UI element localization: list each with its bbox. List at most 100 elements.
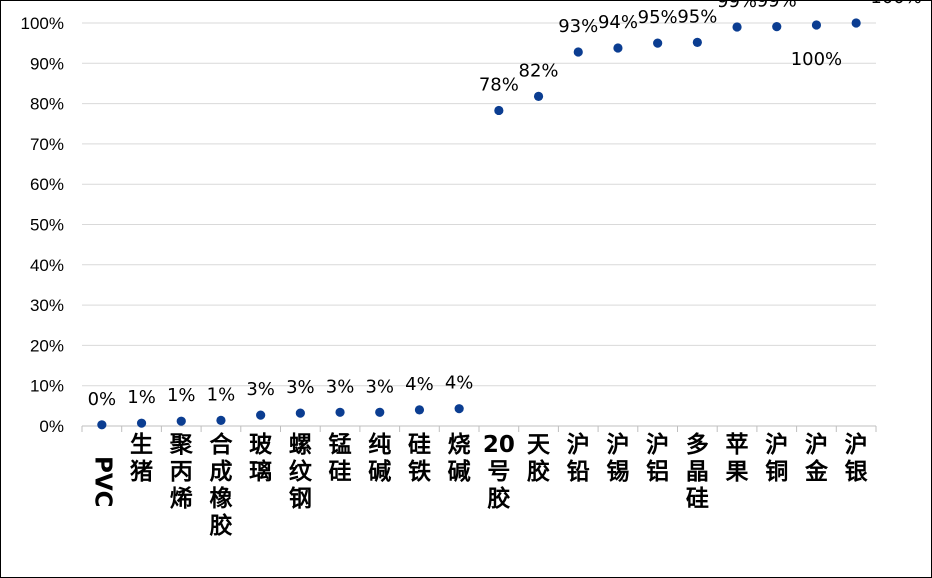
category-label-char: 晶 <box>686 459 709 485</box>
category-label-char: 沪 <box>765 431 788 458</box>
data-point <box>573 47 583 57</box>
data-point <box>97 420 107 430</box>
data-point <box>772 22 782 32</box>
category-label-text: 锰硅 <box>329 431 352 485</box>
data-point <box>136 418 147 428</box>
category-label-text: 玻璃 <box>249 432 273 485</box>
category-label-text: 沪银 <box>845 431 869 485</box>
data-point <box>533 91 544 101</box>
data-label: 0% <box>88 389 117 410</box>
category-label-text: 沪铝 <box>646 431 669 485</box>
data-label: 1% <box>167 385 196 406</box>
category-label-char: 铅 <box>567 458 590 485</box>
category-label: 螺纹钢 <box>289 432 313 512</box>
data-point <box>256 410 266 420</box>
category-label-char: 璃 <box>249 458 272 485</box>
category-label-char: 号 <box>487 459 510 485</box>
category-label: 沪铝 <box>646 431 669 485</box>
category-label: 沪锡 <box>606 431 629 485</box>
category-label-char: 合 <box>209 431 233 458</box>
category-label-char: 胶 <box>209 512 232 539</box>
data-label: 3% <box>246 379 275 400</box>
data-label: 3% <box>326 376 355 397</box>
category-label-char: 碱 <box>448 458 471 485</box>
category-label: 硅铁 <box>408 432 431 485</box>
category-label-char: 天 <box>527 432 551 458</box>
category-label-char: 丙 <box>170 459 193 485</box>
data-label: 100% <box>870 0 921 8</box>
category-label: 沪银 <box>845 431 869 485</box>
category-label: 玻璃 <box>249 432 273 485</box>
category-label-char: 锰 <box>329 431 352 458</box>
category-label-char: 铜 <box>765 458 788 485</box>
category-label-text: 螺纹钢 <box>289 432 313 512</box>
category-label: 沪铜 <box>765 431 788 485</box>
category-label-char: 胶 <box>527 458 550 485</box>
category-label-char: 聚 <box>169 432 194 458</box>
data-point <box>454 404 464 414</box>
data-label: 95% <box>638 7 678 28</box>
x-axis <box>81 425 877 432</box>
data-point <box>811 20 822 30</box>
category-label: 烧碱 <box>448 432 471 485</box>
data-points <box>97 18 861 430</box>
category-label: 多晶硅 <box>686 431 709 512</box>
category-label-text: PVC <box>89 456 115 508</box>
y-tick-label: 40% <box>30 256 64 275</box>
category-label-char: 沪 <box>845 431 868 458</box>
category-label-char: 锡 <box>606 459 629 485</box>
category-label: 天胶 <box>527 432 551 485</box>
data-label: 94% <box>598 12 638 33</box>
category-label-text: 苹果 <box>726 432 749 485</box>
category-label: PVC <box>89 456 115 508</box>
category-label: 聚丙烯 <box>169 432 194 512</box>
y-tick-label: 60% <box>30 175 64 194</box>
data-point <box>613 43 623 53</box>
gridlines <box>82 22 876 387</box>
category-label: 纯碱 <box>368 431 391 485</box>
category-label-char: 铁 <box>408 459 431 485</box>
category-label-text: 20 号胶 <box>483 432 515 512</box>
data-label: 82% <box>519 60 559 81</box>
category-label: 生猪 <box>130 432 153 485</box>
category-label-text: 沪铜 <box>765 431 788 485</box>
category-label-text: 聚丙烯 <box>169 432 194 512</box>
data-label: 1% <box>207 384 236 405</box>
data-label: 95% <box>677 6 717 27</box>
category-label-char: 胶 <box>487 485 510 512</box>
y-tick-label: 50% <box>30 216 64 235</box>
category-label-char: 螺 <box>289 432 312 458</box>
category-label-text: 烧碱 <box>448 432 471 485</box>
category-label-char: 20 <box>483 432 515 458</box>
category-label-text: 沪金 <box>804 431 829 485</box>
category-label: 合成橡胶 <box>209 431 233 539</box>
data-label: 93% <box>558 16 598 37</box>
category-label-text: 沪锡 <box>606 431 629 485</box>
category-label-char: 烯 <box>170 485 193 512</box>
category-label-char: 生 <box>130 432 153 458</box>
category-label-char: 硅 <box>408 432 431 458</box>
category-label-text: 合成橡胶 <box>209 431 233 539</box>
category-label-char: 金 <box>804 458 829 485</box>
data-label: 3% <box>365 376 394 397</box>
category-label-char: 银 <box>845 458 869 485</box>
data-point <box>375 407 385 417</box>
data-label: 4% <box>405 374 434 395</box>
data-point <box>494 105 504 116</box>
category-label-char: 橡 <box>209 485 232 512</box>
data-point <box>216 415 226 425</box>
y-tick-label: 30% <box>30 296 64 315</box>
category-label-char: 硅 <box>686 486 709 512</box>
data-point <box>851 18 861 28</box>
category-label-char: 沪 <box>805 431 828 458</box>
y-tick-label: 80% <box>30 95 64 114</box>
data-point <box>414 405 425 415</box>
data-label: 78% <box>479 74 519 95</box>
data-labels: 0% 1% 1% 1% 3% 3% 3% 3% 4% 4%78%82%93% 94% 95% 95%99… <box>88 0 922 410</box>
data-point <box>692 37 702 47</box>
y-tick-label: 10% <box>30 377 64 396</box>
y-axis: 0% 10% 20% 30% 40% 50% 60% 70% 80% 90% 100% <box>21 14 64 436</box>
